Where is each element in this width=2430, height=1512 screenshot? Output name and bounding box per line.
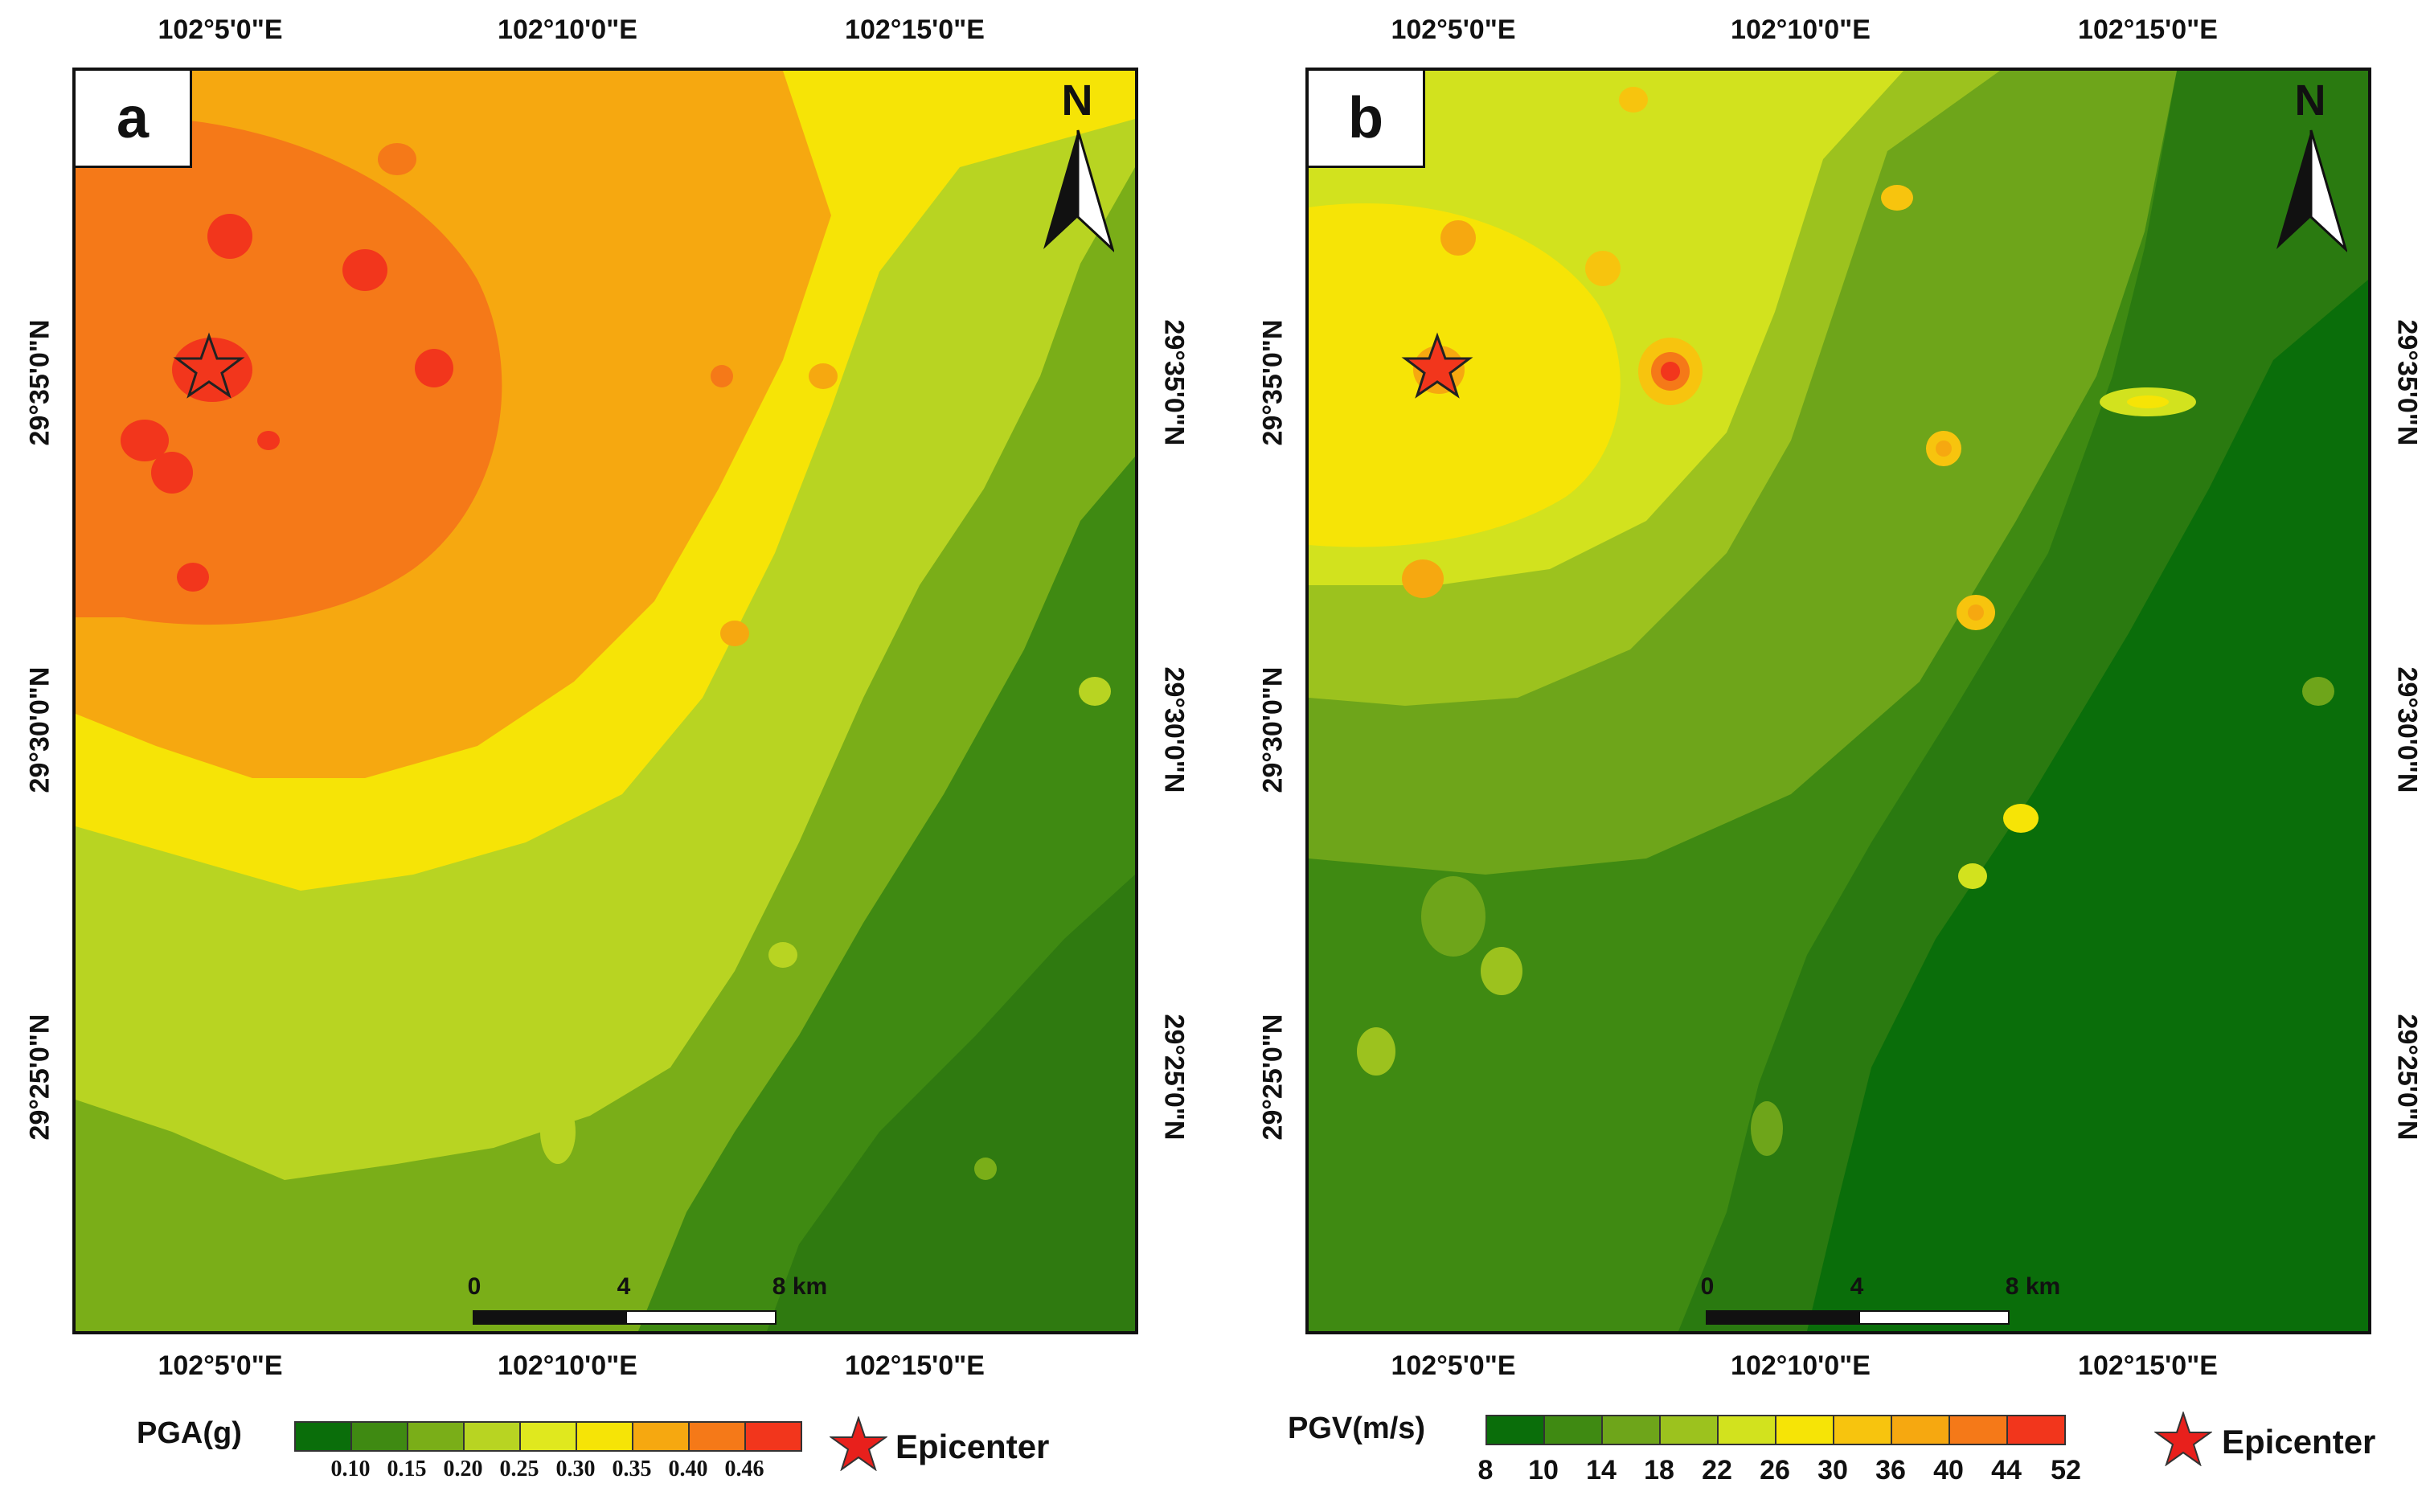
- pga-legend-label: 0.30: [555, 1457, 596, 1481]
- pgv-map: b: [1305, 68, 2371, 1334]
- top-tick-lon-3: 102°15'0"E: [845, 14, 985, 45]
- pga-legend-title: PGA(g): [137, 1416, 242, 1450]
- scale-label-zero: 0: [467, 1273, 481, 1300]
- left-tick-lat-2: 29°30'0"N: [24, 666, 55, 793]
- left-tick-lat-3: 29°25'0"N: [1257, 1014, 1289, 1141]
- epicenter-legend-label: Epicenter: [2222, 1423, 2376, 1461]
- pga-legend-label: 0.25: [499, 1457, 539, 1481]
- pgv-legend-label: 52: [2051, 1455, 2081, 1485]
- pga-legend-swatch-7: [632, 1421, 690, 1452]
- scale-label-end: 8 km: [772, 1273, 828, 1300]
- pgv-legend-title: PGV(m/s): [1288, 1412, 1426, 1445]
- right-tick-lat-2: 29°30'0"N: [2391, 666, 2423, 793]
- pgv-legend-swatch-5: [1717, 1415, 1776, 1445]
- pga-map: a: [72, 68, 1138, 1334]
- pgv-legend-swatch-3: [1601, 1415, 1661, 1445]
- north-arrow-icon: [1043, 129, 1114, 252]
- pgv-legend-label: 40: [1933, 1455, 1964, 1485]
- scale-bar-segment-1: [473, 1310, 629, 1325]
- pga-legend-label: 0.35: [612, 1457, 652, 1481]
- top-tick-lon-1: 102°5'0"E: [1391, 14, 1516, 45]
- pgv-legend-swatch-7: [1833, 1415, 1892, 1445]
- pga-legend-label: 0.15: [387, 1457, 427, 1481]
- pgv-legend-label: 8: [1477, 1455, 1494, 1485]
- pga-contour-surface: [76, 71, 1135, 1331]
- pgv-legend-swatch-4: [1659, 1415, 1719, 1445]
- scale-bar-segment-2: [1858, 1310, 2010, 1325]
- right-tick-lat-2: 29°30'0"N: [1158, 666, 1190, 793]
- north-arrow-label: N: [2294, 76, 2326, 125]
- top-tick-lon-2: 102°10'0"E: [498, 14, 637, 45]
- pga-legend-swatch-6: [576, 1421, 633, 1452]
- pgv-legend-swatch-2: [1543, 1415, 1603, 1445]
- epicenter-marker: [173, 332, 245, 399]
- left-tick-lat-1: 29°35'0"N: [24, 319, 55, 446]
- pga-legend-swatch-9: [744, 1421, 802, 1452]
- pgv-legend-swatch-1: [1485, 1415, 1545, 1445]
- epicenter-legend-label: Epicenter: [895, 1428, 1050, 1465]
- north-arrow-label: N: [1061, 76, 1093, 125]
- pgv-contour-surface: [1309, 71, 2368, 1331]
- bottom-tick-lon-1: 102°5'0"E: [158, 1350, 283, 1381]
- bottom-tick-lon-2: 102°10'0"E: [1731, 1350, 1871, 1381]
- pgv-legend-label: 26: [1760, 1455, 1790, 1485]
- scale-label-zero: 0: [1700, 1273, 1715, 1300]
- pgv-legend-label: 30: [1817, 1455, 1848, 1485]
- pga-legend-swatch-8: [688, 1421, 746, 1452]
- bottom-tick-lon-2: 102°10'0"E: [498, 1350, 637, 1381]
- pgv-legend-label: 18: [1644, 1455, 1674, 1485]
- pga-legend-swatch-3: [407, 1421, 465, 1452]
- left-tick-lat-3: 29°25'0"N: [24, 1014, 55, 1141]
- pgv-legend-swatch-9: [1949, 1415, 2008, 1445]
- pgv-legend-label: 44: [1991, 1455, 2022, 1485]
- panel-label-a: a: [76, 71, 192, 168]
- bottom-tick-lon-1: 102°5'0"E: [1391, 1350, 1516, 1381]
- top-tick-lon-3: 102°15'0"E: [2078, 14, 2218, 45]
- top-tick-lon-1: 102°5'0"E: [158, 14, 283, 45]
- right-tick-lat-3: 29°25'0"N: [2391, 1014, 2423, 1141]
- pga-legend-swatch-5: [519, 1421, 577, 1452]
- pga-legend-label: 0.40: [668, 1457, 708, 1481]
- bottom-tick-lon-3: 102°15'0"E: [2078, 1350, 2218, 1381]
- pgv-legend-swatch-8: [1891, 1415, 1950, 1445]
- pga-legend-label: 0.46: [724, 1457, 764, 1481]
- pgv-legend-swatch-10: [2006, 1415, 2066, 1445]
- pgv-legend-swatch-6: [1775, 1415, 1834, 1445]
- epicenter-marker: [1401, 332, 1473, 399]
- scale-label-mid: 4: [617, 1273, 631, 1300]
- epicenter-legend-icon: [2154, 1412, 2212, 1466]
- right-tick-lat-1: 29°35'0"N: [1158, 319, 1190, 446]
- left-tick-lat-2: 29°30'0"N: [1257, 666, 1289, 793]
- top-tick-lon-2: 102°10'0"E: [1731, 14, 1871, 45]
- pga-legend-swatch-1: [294, 1421, 352, 1452]
- scale-label-end: 8 km: [2005, 1273, 2061, 1300]
- pgv-legend-label: 10: [1528, 1455, 1559, 1485]
- right-tick-lat-3: 29°25'0"N: [1158, 1014, 1190, 1141]
- scale-bar-segment-1: [1706, 1310, 1862, 1325]
- left-tick-lat-1: 29°35'0"N: [1257, 319, 1289, 446]
- scale-bar-segment-2: [625, 1310, 777, 1325]
- pga-legend-swatch-4: [463, 1421, 521, 1452]
- pga-legend-label: 0.10: [330, 1457, 371, 1481]
- pga-legend-label: 0.20: [443, 1457, 483, 1481]
- pga-legend-swatch-2: [350, 1421, 408, 1452]
- north-arrow-icon: [2276, 129, 2347, 252]
- right-tick-lat-1: 29°35'0"N: [2391, 319, 2423, 446]
- epicenter-legend-icon: [830, 1416, 887, 1471]
- scale-label-mid: 4: [1850, 1273, 1864, 1300]
- pgv-legend-label: 36: [1875, 1455, 1906, 1485]
- pgv-legend-label: 22: [1702, 1455, 1732, 1485]
- panel-label-b: b: [1309, 71, 1425, 168]
- pgv-legend-label: 14: [1586, 1455, 1617, 1485]
- bottom-tick-lon-3: 102°15'0"E: [845, 1350, 985, 1381]
